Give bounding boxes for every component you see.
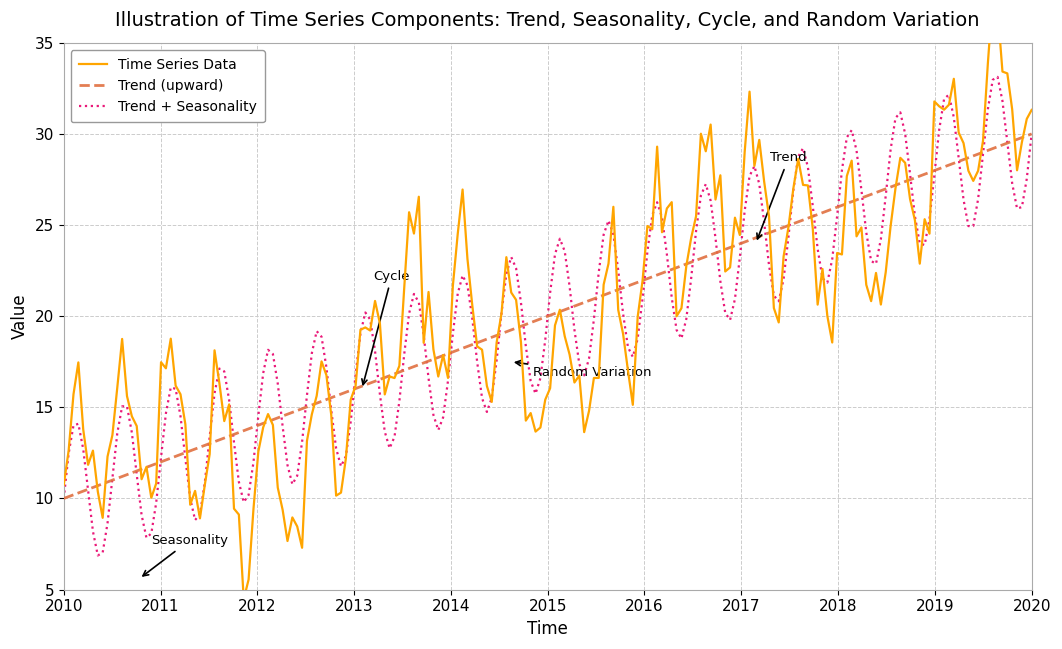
Trend (upward) bbox=[315, 397, 328, 405]
Trend (upward) bbox=[57, 495, 70, 502]
Y-axis label: Value: Value bbox=[11, 293, 29, 339]
Trend + Seasonality bbox=[242, 491, 255, 499]
Trend (upward) bbox=[116, 472, 129, 480]
Trend + Seasonality bbox=[320, 363, 332, 371]
Trend + Seasonality bbox=[1025, 130, 1038, 138]
Time Series Data bbox=[981, 60, 994, 67]
Time Series Data bbox=[116, 335, 129, 343]
Trend (upward) bbox=[943, 161, 956, 169]
Trend + Seasonality bbox=[121, 402, 134, 410]
Text: Random Variation: Random Variation bbox=[515, 360, 652, 380]
Time Series Data bbox=[1025, 106, 1038, 114]
Trend + Seasonality bbox=[101, 519, 114, 527]
Trend (upward) bbox=[977, 149, 990, 156]
Line: Trend + Seasonality: Trend + Seasonality bbox=[64, 77, 1031, 556]
Trend (upward) bbox=[237, 427, 250, 435]
Trend (upward) bbox=[1025, 130, 1038, 138]
Text: Trend: Trend bbox=[757, 151, 807, 239]
Time Series Data bbox=[242, 576, 255, 583]
Trend + Seasonality bbox=[91, 552, 104, 559]
Line: Trend (upward): Trend (upward) bbox=[64, 134, 1031, 498]
Time Series Data bbox=[237, 596, 250, 604]
Title: Illustration of Time Series Components: Trend, Seasonality, Cycle, and Random Va: Illustration of Time Series Components: … bbox=[116, 11, 980, 30]
Legend: Time Series Data, Trend (upward), Trend + Seasonality: Time Series Data, Trend (upward), Trend … bbox=[71, 50, 266, 122]
Line: Time Series Data: Time Series Data bbox=[64, 0, 1031, 600]
Trend + Seasonality bbox=[981, 105, 994, 113]
Time Series Data bbox=[57, 481, 70, 489]
Trend + Seasonality bbox=[947, 114, 960, 121]
Trend + Seasonality bbox=[57, 495, 70, 502]
Time Series Data bbox=[97, 514, 109, 522]
Time Series Data bbox=[947, 75, 960, 82]
Text: Cycle: Cycle bbox=[362, 270, 410, 385]
X-axis label: Time: Time bbox=[527, 620, 568, 638]
Time Series Data bbox=[320, 371, 332, 379]
Trend + Seasonality bbox=[991, 73, 1004, 81]
Trend (upward) bbox=[97, 480, 109, 487]
Text: Seasonality: Seasonality bbox=[143, 534, 228, 576]
